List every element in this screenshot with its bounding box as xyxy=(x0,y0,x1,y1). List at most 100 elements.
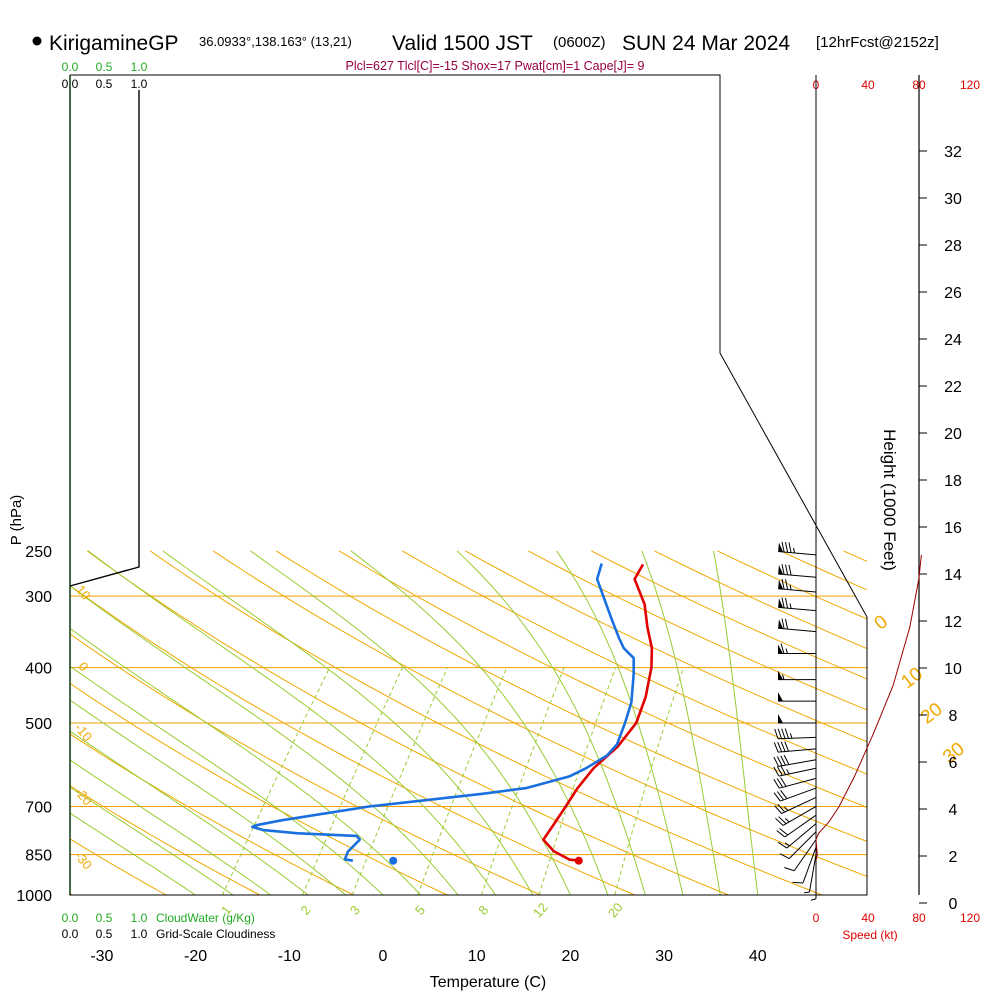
wind-barb xyxy=(779,831,817,860)
dry-adiabat-line xyxy=(591,550,867,680)
wind-barb xyxy=(778,713,816,724)
bottom-cloudiness-tick: 1.0 xyxy=(131,927,148,941)
pressure-tick-label: 300 xyxy=(25,589,52,606)
bottom-speed-tick: 0 xyxy=(813,911,820,925)
height-tick-label: 10 xyxy=(944,661,962,678)
pressure-tick-label: 250 xyxy=(25,544,52,561)
dry-adiabat-line xyxy=(70,584,635,895)
mixing-ratio-line xyxy=(302,667,403,895)
bottom-cloudiness-tick: 0.0 xyxy=(62,927,79,941)
valid-date: SUN 24 Mar 2024 xyxy=(622,32,790,55)
dry-adiabat-label: -10 xyxy=(72,720,96,744)
top-speed-tick: 120 xyxy=(960,78,980,92)
dry-adiabat-line xyxy=(213,550,867,877)
dry-adiabat-line xyxy=(528,550,867,711)
height-tick-label: 30 xyxy=(944,191,962,208)
dry-adiabat-line xyxy=(86,550,729,895)
moist-adiabat-line xyxy=(70,699,346,895)
dry-adiabat-line xyxy=(402,550,867,775)
wind-barb xyxy=(804,854,817,894)
mixing-ratio-label: 12 xyxy=(530,900,551,921)
height-tick-label: 2 xyxy=(949,849,958,866)
dry-adiabat-line xyxy=(970,551,1000,895)
wind-barb xyxy=(777,823,817,849)
bottom-speed-tick: 40 xyxy=(861,911,875,925)
moist-adiabat-line xyxy=(70,627,421,895)
pressure-tick-label: 400 xyxy=(25,661,52,678)
isobar-lines xyxy=(70,595,867,896)
station-name: KirigamineGP xyxy=(49,32,179,55)
height-tick-label: 14 xyxy=(944,567,962,584)
mixing-ratio-line xyxy=(222,667,331,895)
wind-barb xyxy=(778,670,816,681)
cloudiness-label: Grid-Scale Cloudiness xyxy=(156,927,275,941)
temperature-tick-label: 40 xyxy=(749,948,767,965)
mixing-ratio-label: 2 xyxy=(297,903,313,918)
cloudwater-label: CloudWater (g/Kg) xyxy=(156,911,255,925)
height-tick-label: 24 xyxy=(944,332,962,349)
wind-barbs xyxy=(773,541,817,901)
temperature-tick-label: -10 xyxy=(278,948,301,965)
dry-adiabat-line xyxy=(70,633,542,895)
mixing-ratio-labels: 1 2 3 5 8 12 20 xyxy=(218,900,626,921)
mixing-ratio-line xyxy=(481,667,565,895)
mixing-ratio-label: 8 xyxy=(475,903,491,918)
moist-adiabat-line xyxy=(456,550,646,895)
wind-barb xyxy=(775,806,817,826)
top-cloudwater-tick: 0.5 xyxy=(96,60,113,74)
height-tick-label: 6 xyxy=(949,755,958,772)
dry-adiabat-label: 0 xyxy=(871,611,892,634)
wind-barb xyxy=(778,541,817,556)
wind-barb xyxy=(778,564,817,578)
moist-adiabat-line xyxy=(70,730,309,895)
pressure-tick-label: 500 xyxy=(25,716,52,733)
wind-barb xyxy=(792,847,817,884)
station-bullet-icon xyxy=(32,36,42,46)
wind-barb xyxy=(810,860,817,901)
temperature-tick-label: -30 xyxy=(90,948,113,965)
temperature-profile xyxy=(542,563,654,862)
wind-barb xyxy=(778,618,817,633)
moist-adiabat-line xyxy=(556,550,684,895)
pressure-axis-ticks: 250 300 400 500 700 850 1000 xyxy=(16,544,52,905)
height-tick-label: 12 xyxy=(944,614,962,631)
valid-zulu: (0600Z) xyxy=(553,34,606,51)
pressure-tick-label: 700 xyxy=(25,799,52,816)
wind-barb xyxy=(773,787,817,802)
mixing-ratio-line xyxy=(417,667,508,895)
bottom-speed-tick: 80 xyxy=(912,911,926,925)
wind-barb xyxy=(773,741,817,753)
top-speed-tick: 40 xyxy=(861,78,875,92)
moist-adiabat-line xyxy=(250,550,571,895)
moist-adiabat-line xyxy=(87,550,496,895)
height-axis-title: Height (1000 Feet) xyxy=(880,429,899,571)
dry-adiabat-line xyxy=(276,550,867,843)
dry-adiabat-lines xyxy=(70,550,1000,895)
temperature-tick-label: 0 xyxy=(379,948,388,965)
height-tick-label: 18 xyxy=(944,473,962,490)
dry-adiabat-label: -20 xyxy=(72,784,96,808)
stability-indices: Plcl=627 Tlcl[C]=-15 Shox=17 Pwat[cm]=1 … xyxy=(346,59,645,73)
plot-frame xyxy=(69,74,868,896)
bottom-cloudwater-scale: 0.0 0.5 1.0 CloudWater (g/Kg) 0.0 0.5 1.… xyxy=(62,911,276,941)
wind-speed-profile xyxy=(815,554,922,861)
height-tick-label: 0 xyxy=(949,896,958,913)
dry-adiabat-line xyxy=(149,550,823,895)
mixing-ratio-label: 3 xyxy=(347,903,363,918)
forecast-info: [12hrFcst@2152z] xyxy=(816,34,939,51)
pressure-tick-label: 850 xyxy=(25,848,52,865)
dry-adiabat-line xyxy=(70,682,448,895)
height-tick-label: 26 xyxy=(944,285,962,302)
y-axis-title: P (hPa) xyxy=(8,495,25,546)
temperature-tick-label: 20 xyxy=(562,948,580,965)
cloudiness-profile xyxy=(69,90,140,587)
station-coords: 36.0933°,138.163° (13,21) xyxy=(199,34,352,49)
dry-adiabat-label: 10 xyxy=(73,582,94,603)
wind-barb xyxy=(774,796,817,814)
wind-speed-line xyxy=(815,554,922,861)
sounding-profiles xyxy=(250,563,654,865)
dry-adiabat-label: 20 xyxy=(917,699,947,729)
dry-adiabat-line xyxy=(339,550,867,808)
mixing-ratio-label: 5 xyxy=(412,903,428,918)
